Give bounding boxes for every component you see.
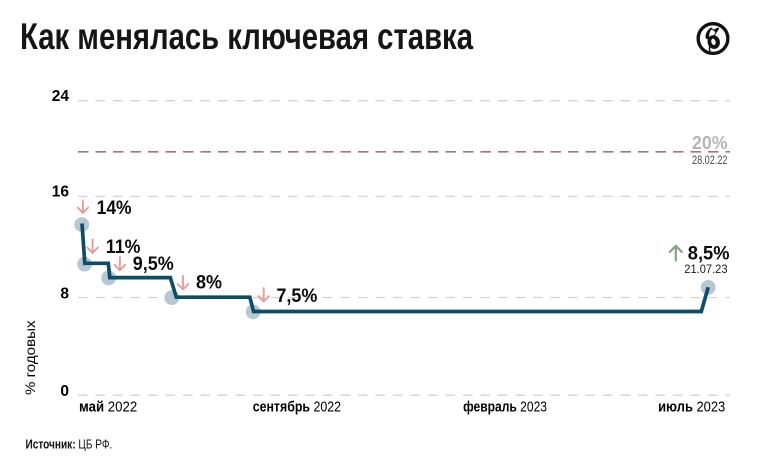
svg-text:июль 2023: июль 2023 bbox=[658, 399, 725, 415]
svg-text:8%: 8% bbox=[196, 273, 222, 294]
svg-text:Как менялась ключевая ставка: Как менялась ключевая ставка bbox=[20, 16, 473, 57]
svg-text:28.02.22: 28.02.22 bbox=[692, 153, 728, 167]
svg-text:11%: 11% bbox=[106, 237, 141, 258]
svg-text:8: 8 bbox=[60, 285, 69, 302]
svg-text:9,5%: 9,5% bbox=[133, 254, 174, 275]
svg-text:% годовых: % годовых bbox=[22, 321, 38, 396]
svg-text:16: 16 bbox=[52, 184, 70, 201]
svg-text:24: 24 bbox=[52, 88, 70, 105]
svg-text:Источник: ЦБ РФ.: Источник: ЦБ РФ. bbox=[26, 437, 113, 451]
svg-text:14%: 14% bbox=[97, 198, 132, 219]
svg-text:8,5%: 8,5% bbox=[688, 244, 730, 265]
svg-text:21.07.23: 21.07.23 bbox=[684, 262, 727, 276]
svg-text:0: 0 bbox=[60, 383, 69, 400]
svg-text:7,5%: 7,5% bbox=[276, 286, 317, 307]
svg-text:май 2022: май 2022 bbox=[79, 399, 137, 415]
svg-text:февраль 2023: февраль 2023 bbox=[463, 399, 547, 415]
svg-text:сентябрь 2022: сентябрь 2022 bbox=[253, 399, 341, 415]
svg-text:20%: 20% bbox=[692, 132, 728, 153]
